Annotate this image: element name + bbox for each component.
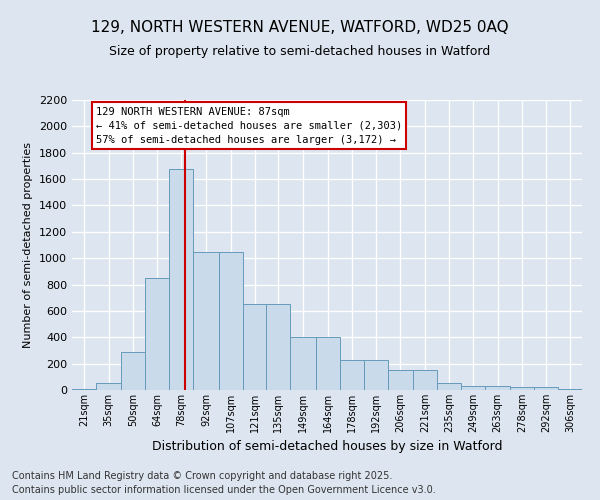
Bar bbox=[145, 278, 169, 390]
Bar bbox=[218, 252, 242, 390]
Bar bbox=[72, 388, 96, 390]
Bar bbox=[193, 252, 218, 390]
Text: Contains HM Land Registry data © Crown copyright and database right 2025.
Contai: Contains HM Land Registry data © Crown c… bbox=[12, 471, 436, 495]
Y-axis label: Number of semi-detached properties: Number of semi-detached properties bbox=[23, 142, 34, 348]
Bar bbox=[413, 370, 437, 390]
Bar bbox=[558, 388, 582, 390]
Bar bbox=[461, 386, 485, 390]
Bar bbox=[340, 360, 364, 390]
Bar bbox=[316, 338, 340, 390]
Bar bbox=[121, 352, 145, 390]
Bar bbox=[485, 386, 511, 390]
Bar bbox=[534, 388, 558, 390]
Bar bbox=[437, 384, 461, 390]
Bar bbox=[388, 370, 413, 390]
Bar bbox=[364, 360, 388, 390]
Bar bbox=[242, 304, 266, 390]
Bar bbox=[96, 384, 121, 390]
X-axis label: Distribution of semi-detached houses by size in Watford: Distribution of semi-detached houses by … bbox=[152, 440, 502, 454]
Text: Size of property relative to semi-detached houses in Watford: Size of property relative to semi-detach… bbox=[109, 45, 491, 58]
Bar bbox=[266, 304, 290, 390]
Bar bbox=[511, 388, 534, 390]
Bar bbox=[169, 168, 193, 390]
Text: 129, NORTH WESTERN AVENUE, WATFORD, WD25 0AQ: 129, NORTH WESTERN AVENUE, WATFORD, WD25… bbox=[91, 20, 509, 35]
Bar bbox=[290, 338, 316, 390]
Text: 129 NORTH WESTERN AVENUE: 87sqm
← 41% of semi-detached houses are smaller (2,303: 129 NORTH WESTERN AVENUE: 87sqm ← 41% of… bbox=[96, 106, 402, 144]
